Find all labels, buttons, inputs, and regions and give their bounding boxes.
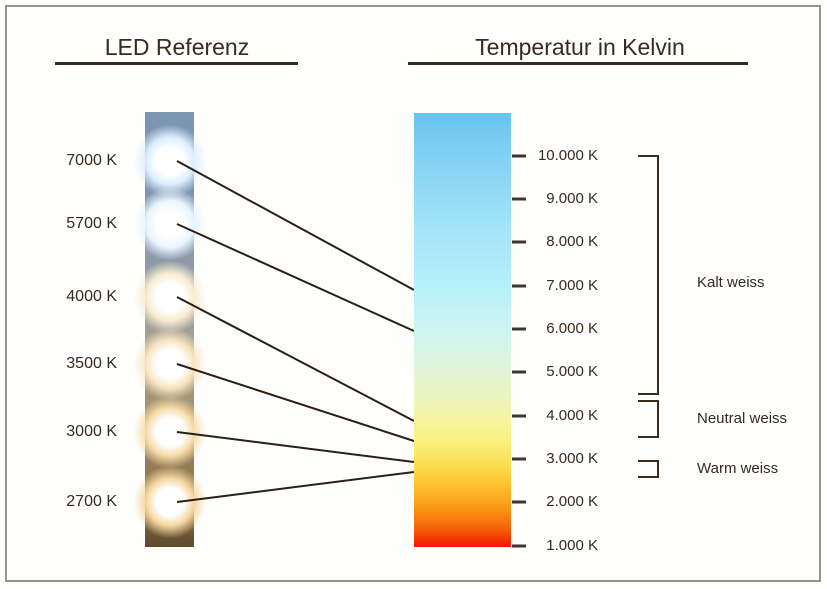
connector-line-5700k bbox=[176, 223, 415, 332]
tick-label-1000k: 1.000 K bbox=[546, 536, 598, 554]
tick-4000k bbox=[512, 414, 526, 418]
connector-line-7000k bbox=[176, 160, 415, 291]
led-light-4000k bbox=[132, 259, 208, 335]
tick-label-3000k: 3.000 K bbox=[546, 449, 598, 467]
led-label-3000k: 3000 K bbox=[66, 423, 117, 440]
led-strip-photo bbox=[132, 112, 208, 547]
range-bracket-warm-weiss bbox=[638, 460, 659, 478]
led-light-7000k bbox=[132, 123, 208, 199]
tick-label-8000k: 8.000 K bbox=[546, 233, 598, 251]
tick-3000k bbox=[512, 457, 526, 461]
led-label-5700k: 5700 K bbox=[66, 215, 117, 232]
range-label-kalt-weiss: Kalt weiss bbox=[697, 274, 765, 291]
outer-frame bbox=[5, 5, 821, 582]
tick-label-9000k: 9.000 K bbox=[546, 189, 598, 207]
led-light-5700k bbox=[132, 186, 208, 262]
range-label-neutral-weiss: Neutral weiss bbox=[697, 410, 788, 427]
range-label-warm-weiss: Warm weiss bbox=[697, 460, 779, 477]
connector-line-3500k bbox=[176, 363, 415, 442]
tick-8000k bbox=[512, 240, 526, 244]
tick-9000k bbox=[512, 197, 526, 201]
kelvin-gradient-bar bbox=[414, 113, 511, 547]
tick-label-7000k: 7.000 K bbox=[546, 276, 598, 294]
led-reference-title-underline bbox=[55, 62, 298, 65]
tick-5000k bbox=[512, 370, 526, 374]
led-reference-title: LED Referenz bbox=[104, 34, 250, 60]
led-label-2700k: 2700 K bbox=[66, 493, 117, 510]
led-light-2700k bbox=[132, 464, 208, 540]
tick-label-5000k: 5.000 K bbox=[546, 363, 598, 381]
tick-label-10000k: 10.000 K bbox=[537, 146, 598, 164]
tick-label-2000k: 2.000 K bbox=[546, 493, 598, 511]
connector-line-2700k bbox=[176, 471, 415, 503]
led-label-7000k: 7000 K bbox=[66, 152, 117, 169]
tick-2000k bbox=[512, 500, 526, 504]
tick-6000k bbox=[512, 327, 526, 331]
tick-label-6000k: 6.000 K bbox=[546, 319, 598, 337]
led-label-4000k: 4000 K bbox=[66, 288, 117, 305]
led-light-3000k bbox=[132, 394, 208, 470]
kelvin-scale-title: Temperatur in Kelvin bbox=[475, 34, 685, 60]
tick-1000k bbox=[512, 544, 526, 548]
connector-line-4000k bbox=[176, 296, 415, 422]
led-label-3500k: 3500 K bbox=[66, 355, 117, 372]
range-bracket-neutral-weiss bbox=[638, 400, 659, 438]
led-light-3500k bbox=[132, 326, 208, 402]
tick-label-4000k: 4.000 K bbox=[546, 406, 598, 424]
connector-line-3000k bbox=[176, 431, 415, 463]
tick-7000k bbox=[512, 284, 526, 288]
kelvin-scale-title-underline bbox=[408, 62, 748, 65]
tick-10000k bbox=[512, 154, 526, 157]
range-bracket-kalt-weiss bbox=[638, 155, 659, 395]
